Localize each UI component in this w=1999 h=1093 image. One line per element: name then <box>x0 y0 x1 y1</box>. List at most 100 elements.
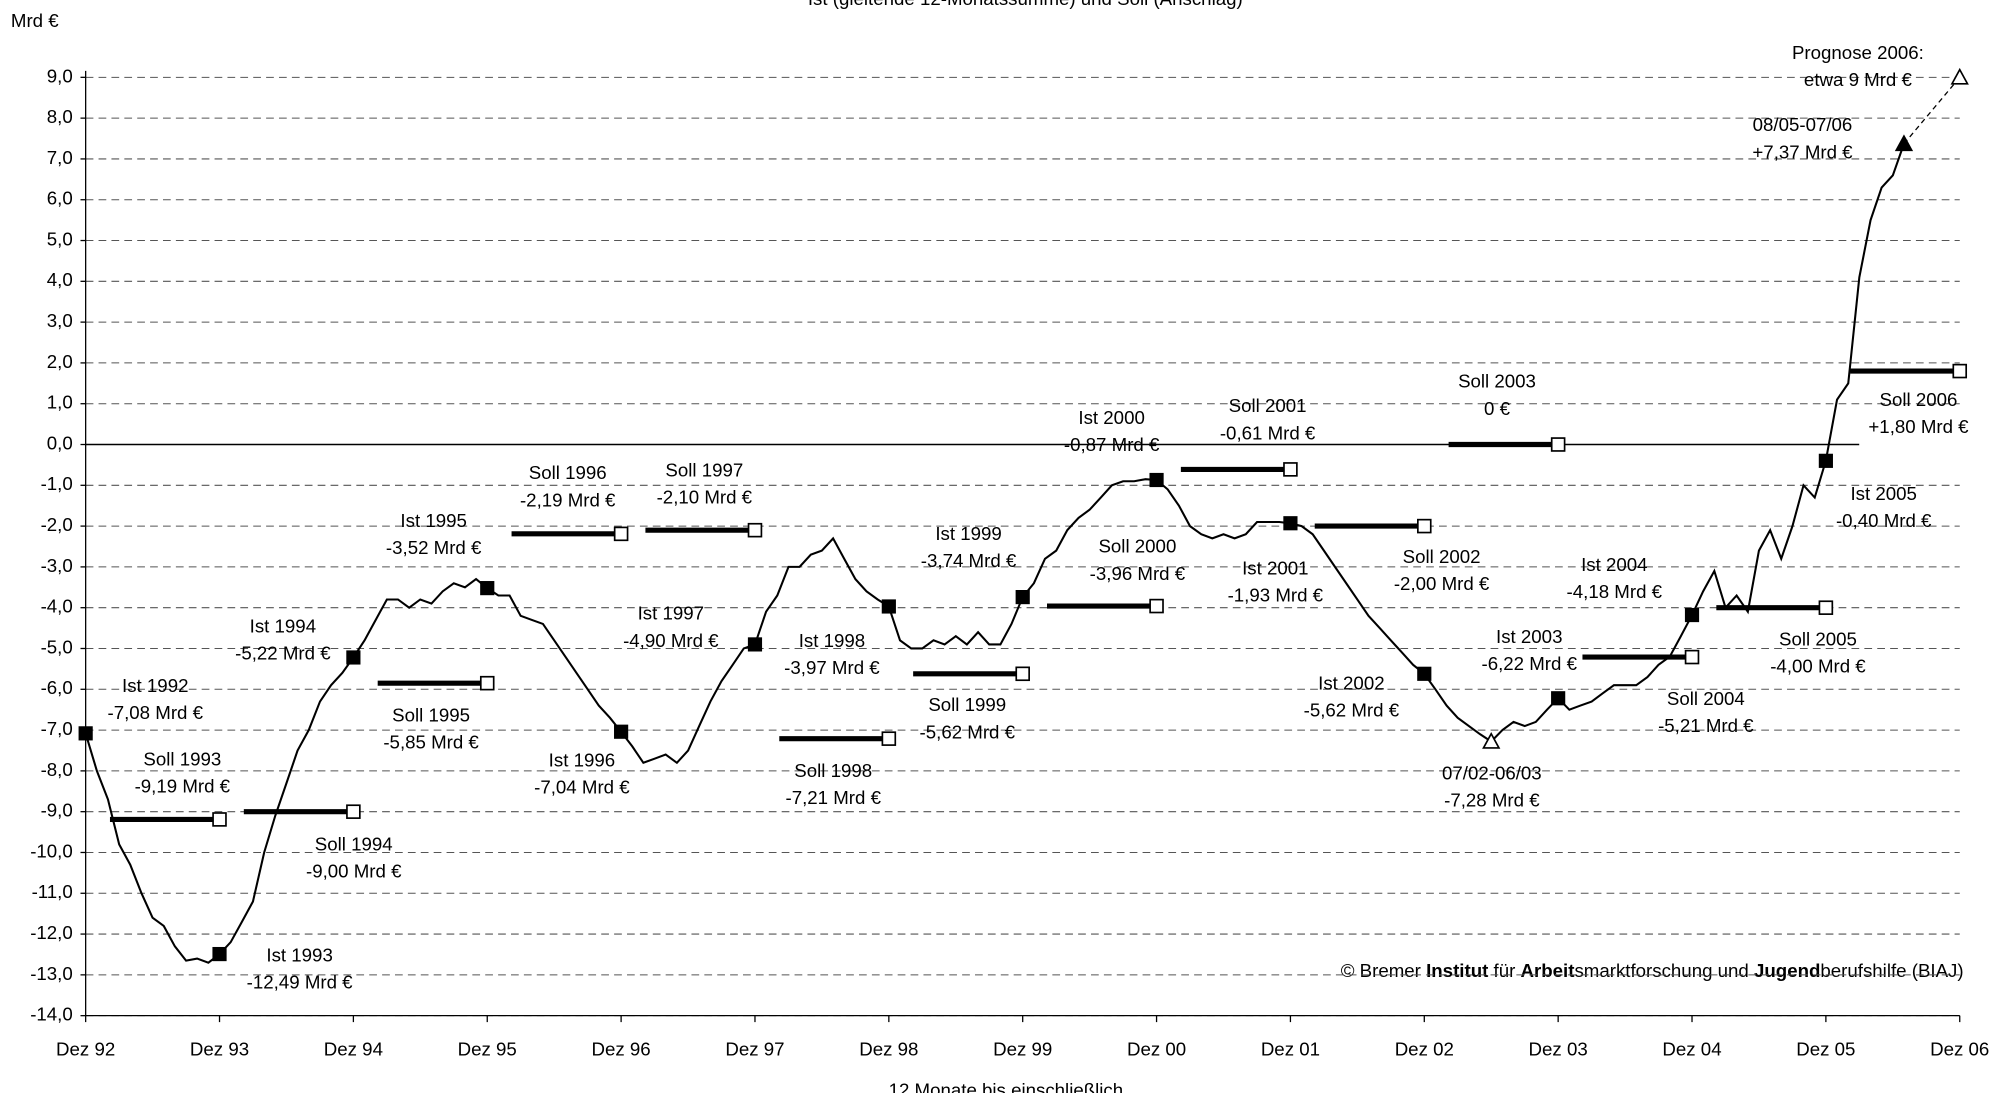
ist-marker <box>1551 691 1566 706</box>
ist-label-name: Ist 1992 <box>122 675 188 696</box>
soll-marker <box>1684 649 1700 665</box>
x-tick-label: Dez 02 <box>1395 1038 1454 1059</box>
y-tick-label: -6,0 <box>41 677 73 698</box>
ist-label-value: -3,52 Mrd € <box>386 537 482 558</box>
y-axis-title: Mrd € <box>11 10 59 31</box>
ist-label-name: Ist 2004 <box>1581 554 1647 575</box>
soll-label-value: -5,21 Mrd € <box>1658 715 1754 736</box>
ist-label-value: -5,22 Mrd € <box>235 643 331 664</box>
y-tick-label: 9,0 <box>47 65 73 86</box>
chart-title: Ist (gleitende 12-Monatssumme) und Soll … <box>808 0 1243 9</box>
ist-label-value: -7,04 Mrd € <box>534 777 630 798</box>
soll-marker <box>1550 437 1566 452</box>
ist-label-name: Ist 2001 <box>1242 558 1308 579</box>
ist-marker <box>1818 453 1833 468</box>
ist-label-name: Ist 1993 <box>266 944 332 965</box>
x-tick-label: Dez 05 <box>1796 1038 1855 1059</box>
y-tick-label: -9,0 <box>41 800 73 821</box>
y-tick-label: 5,0 <box>47 228 73 249</box>
soll-label-name: Soll 2005 <box>1779 629 1857 650</box>
y-tick-label: -8,0 <box>41 759 73 780</box>
x-tick-label: Dez 03 <box>1529 1038 1588 1059</box>
soll-label-name: Soll 2001 <box>1229 395 1307 416</box>
soll-marker <box>346 804 361 819</box>
soll-label-value: -2,19 Mrd € <box>520 489 616 510</box>
ist-label-value: -7,08 Mrd € <box>108 702 204 723</box>
y-tick-label: 8,0 <box>47 106 73 127</box>
soll-label-name: Soll 1993 <box>143 748 221 769</box>
y-tick-label: -13,0 <box>30 963 73 984</box>
y-tick-label: -7,0 <box>41 718 73 739</box>
x-tick-label: Dez 95 <box>458 1038 517 1059</box>
x-tick-label: Dez 06 <box>1930 1038 1989 1059</box>
ist-line <box>84 143 1905 964</box>
y-tick-label: -4,0 <box>41 596 73 617</box>
point-label-name: 08/05-07/06 <box>1753 114 1853 135</box>
soll-marker <box>747 522 763 538</box>
ist-marker <box>480 581 495 596</box>
soll-label-value: -4,00 Mrd € <box>1770 656 1866 677</box>
y-tick-label: -14,0 <box>30 1004 73 1025</box>
soll-label-value: 0 € <box>1484 398 1511 419</box>
soll-marker <box>881 731 897 746</box>
y-tick-label: -5,0 <box>41 636 73 657</box>
soll-label-value: -5,85 Mrd € <box>383 732 479 753</box>
ist-marker <box>1417 666 1432 681</box>
ist-label-value: -0,40 Mrd € <box>1836 510 1932 531</box>
copyright-part: Institut <box>1426 960 1488 981</box>
ist-label-name: Ist 1995 <box>400 510 466 531</box>
y-tick-label: 3,0 <box>47 310 73 331</box>
point-label-name: Prognose 2006: <box>1792 42 1924 63</box>
soll-label-value: -2,10 Mrd € <box>657 487 753 508</box>
y-tick-label: -12,0 <box>30 922 73 943</box>
point-label-value: +7,37 Mrd € <box>1752 141 1853 162</box>
ist-label-name: Ist 2003 <box>1496 626 1562 647</box>
ist-label-value: -12,49 Mrd € <box>247 971 353 992</box>
x-tick-label: Dez 99 <box>993 1038 1052 1059</box>
soll-label-name: Soll 1996 <box>529 462 607 483</box>
soll-marker <box>1015 666 1030 682</box>
copyright-part: für <box>1488 960 1520 981</box>
ist-label-name: Ist 1994 <box>250 616 316 637</box>
y-tick-label: 7,0 <box>47 147 73 168</box>
y-tick-label: -1,0 <box>41 473 73 494</box>
x-axis-title: 12 Monate bis einschließlich ... <box>889 1080 1144 1093</box>
ist-label-value: -1,93 Mrd € <box>1228 585 1324 606</box>
y-tick-label: 2,0 <box>47 351 73 372</box>
soll-label-value: -7,21 Mrd € <box>785 787 881 808</box>
soll-label-value: -9,00 Mrd € <box>306 861 402 882</box>
soll-label-name: Soll 2004 <box>1667 688 1745 709</box>
ist-marker <box>1684 607 1700 623</box>
soll-label-name: Soll 1994 <box>315 833 393 854</box>
soll-marker <box>479 675 495 691</box>
soll-label-name: Soll 1999 <box>928 694 1006 715</box>
ist-label-name: Ist 2005 <box>1850 483 1916 504</box>
x-tick-label: Dez 97 <box>725 1038 784 1059</box>
y-tick-label: -10,0 <box>30 840 73 861</box>
soll-marker <box>1952 363 1968 379</box>
y-tick-label: 1,0 <box>47 392 73 413</box>
x-tick-label: Dez 96 <box>592 1038 651 1059</box>
soll-marker <box>1149 598 1164 614</box>
x-tick-label: Dez 98 <box>859 1038 918 1059</box>
soll-marker <box>1417 518 1432 534</box>
ist-label-name: Ist 1996 <box>549 750 615 771</box>
ist-label-value: -0,87 Mrd € <box>1064 434 1160 455</box>
x-tick-label: Dez 00 <box>1127 1038 1186 1059</box>
copyright-part: berufshilfe (BIAJ) <box>1820 960 1963 981</box>
soll-label-value: -5,62 Mrd € <box>920 721 1016 742</box>
y-tick-label: -2,0 <box>41 514 73 535</box>
ist-marker <box>1015 589 1030 605</box>
ist-marker <box>78 726 93 741</box>
ist-label-value: -4,18 Mrd € <box>1567 581 1663 602</box>
ist-label-value: -3,74 Mrd € <box>921 550 1017 571</box>
point-marker <box>1950 67 1969 85</box>
y-tick-label: 6,0 <box>47 188 73 209</box>
point-marker <box>1894 134 1914 152</box>
point-label-value: etwa 9 Mrd € <box>1804 69 1913 90</box>
ist-label-value: -4,90 Mrd € <box>623 630 719 651</box>
soll-marker <box>212 812 227 827</box>
soll-label-value: -3,96 Mrd € <box>1090 563 1186 584</box>
soll-marker <box>1283 462 1298 477</box>
